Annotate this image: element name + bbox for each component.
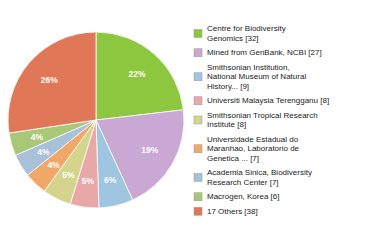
slice-labels: 22%19%6%5%5%4%4%4%26% bbox=[31, 69, 159, 186]
slice-label: 4% bbox=[37, 147, 50, 157]
legend-label-line: Research Center [7] bbox=[207, 178, 279, 187]
slice-label: 22% bbox=[128, 69, 145, 79]
slice-label: 19% bbox=[141, 145, 158, 155]
legend-label-line: Mined from GenBank, NCBI [27] bbox=[207, 48, 322, 57]
legend-swatch bbox=[194, 97, 202, 105]
slice-label: 5% bbox=[82, 176, 95, 186]
legend-label-line: Academia Sinica, Biodiversity bbox=[207, 168, 312, 177]
legend-label-line: Institute [8] bbox=[207, 120, 246, 129]
legend-label-line: Universidade Estadual do bbox=[207, 135, 299, 144]
legend-label: Academia Sinica, BiodiversityResearch Ce… bbox=[207, 168, 312, 187]
legend-label-line: National Museum of Natural bbox=[207, 72, 306, 81]
legend: Centre for BiodiversityGenomics [32] Mine… bbox=[194, 24, 329, 216]
legend-swatch bbox=[194, 145, 202, 153]
legend-label-line: Smithsonian Institution, bbox=[207, 63, 290, 72]
legend-label: Macrogen, Korea [6] bbox=[207, 192, 279, 201]
legend-label-line: Macrogen, Korea [6] bbox=[207, 192, 279, 201]
slice-label: 5% bbox=[62, 170, 75, 180]
slice bbox=[8, 32, 96, 133]
legend-swatch bbox=[194, 73, 202, 81]
slice-label: 6% bbox=[104, 175, 117, 185]
legend-swatch bbox=[194, 207, 202, 215]
legend-label-line: History... [9] bbox=[207, 82, 249, 91]
legend-label-line: Smithsonian Tropical Research bbox=[207, 111, 318, 120]
slices bbox=[8, 32, 184, 208]
slice bbox=[96, 32, 183, 120]
legend-label: Smithsonian Institution,National Museum … bbox=[207, 63, 306, 91]
slice-label: 4% bbox=[47, 160, 60, 170]
legend-label-line: 17 Others [38] bbox=[207, 207, 258, 216]
chart: 22%19%6%5%5%4%4%4%26%Centre for Biodiver… bbox=[0, 0, 380, 240]
legend-label: Smithsonian Tropical ResearchInstitute [… bbox=[207, 111, 318, 130]
legend-swatch bbox=[194, 174, 202, 182]
legend-label: 17 Others [38] bbox=[207, 207, 258, 216]
legend-label: Universiti Malaysia Terengganu [8] bbox=[207, 96, 329, 105]
legend-swatch bbox=[194, 193, 202, 201]
legend-label-line: Maranhao, Laboratorio de bbox=[207, 144, 300, 153]
legend-swatch bbox=[194, 30, 202, 38]
legend-label-line: Centre for Biodiversity bbox=[207, 24, 286, 33]
legend-label: Mined from GenBank, NCBI [27] bbox=[207, 48, 322, 57]
legend-label-line: Universiti Malaysia Terengganu [8] bbox=[207, 96, 329, 105]
slice-label: 26% bbox=[41, 75, 58, 85]
legend-swatch bbox=[194, 49, 202, 57]
slice-label: 4% bbox=[31, 132, 44, 142]
legend-swatch bbox=[194, 116, 202, 124]
legend-label: Centre for BiodiversityGenomics [32] bbox=[207, 24, 286, 43]
legend-label-line: Genetica ... [7] bbox=[207, 154, 259, 163]
slice bbox=[96, 120, 133, 208]
legend-label-line: Genomics [32] bbox=[207, 34, 259, 43]
legend-label: Universidade Estadual doMaranhao, Labora… bbox=[207, 135, 300, 163]
